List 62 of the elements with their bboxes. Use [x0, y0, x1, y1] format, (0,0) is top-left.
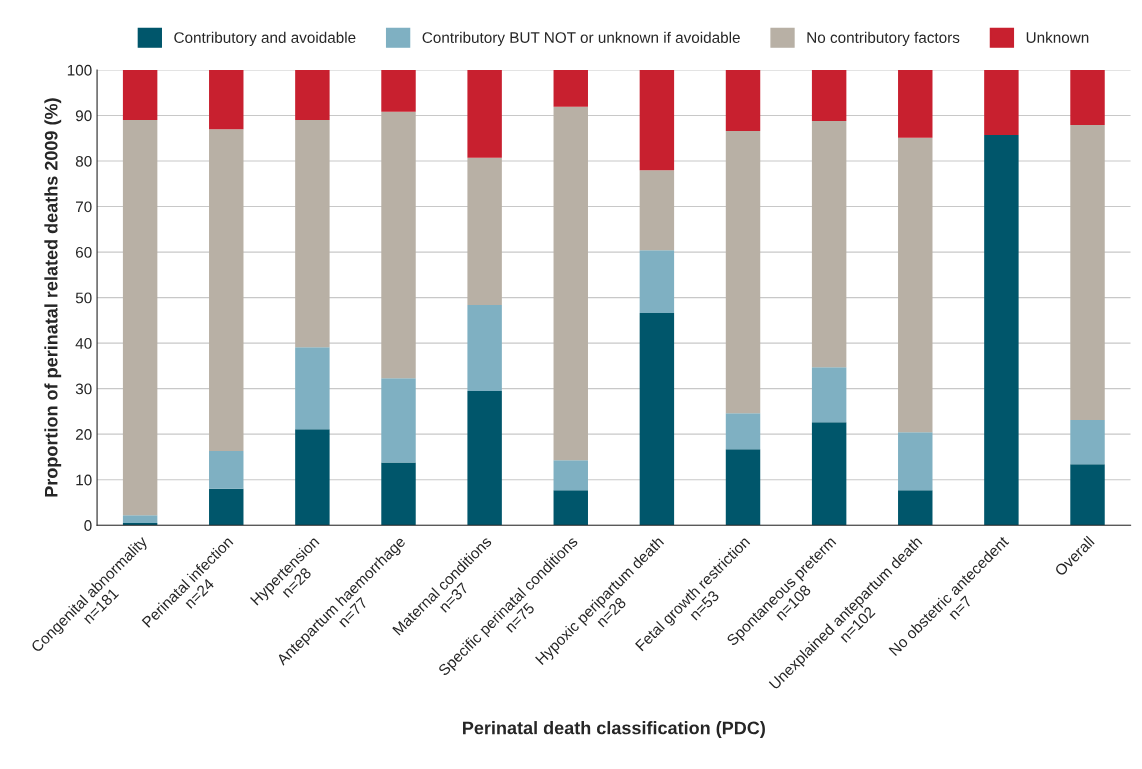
bar — [811, 367, 847, 423]
bar — [553, 490, 588, 526]
y-tick-label: 100 — [67, 64, 92, 76]
y-tick-label: 30 — [75, 383, 92, 395]
bar — [1070, 125, 1105, 421]
y-tick-label: 50 — [75, 292, 92, 304]
bar — [467, 69, 502, 158]
bar — [209, 129, 244, 452]
y-tick-label: 90 — [75, 110, 92, 122]
y-axis-title: Proportion of perinatal related deaths 2009 (%) — [44, 98, 62, 497]
bar — [553, 106, 588, 461]
bar — [122, 515, 158, 523]
bar — [295, 120, 330, 348]
y-tick-label: 0 — [84, 520, 92, 531]
bar — [381, 378, 416, 463]
bar — [811, 120, 847, 368]
y-tick-label: 70 — [76, 201, 92, 213]
bar — [381, 462, 416, 526]
legend-label: Contributory and avoidable — [174, 31, 356, 47]
bar — [381, 69, 416, 112]
bar — [553, 69, 588, 107]
bar — [725, 130, 761, 414]
bar — [1070, 69, 1105, 126]
x-axis-title: Perinatal death classification (PDC) — [463, 721, 765, 738]
bar — [898, 490, 933, 526]
bar — [639, 250, 675, 314]
bar — [467, 157, 502, 305]
bar — [811, 422, 847, 526]
y-tick-label: 60 — [75, 246, 92, 258]
bar — [467, 390, 502, 526]
bar — [122, 120, 158, 516]
bar — [984, 135, 1019, 526]
bar — [898, 432, 933, 491]
bar — [553, 460, 588, 491]
bar — [984, 69, 1019, 136]
y-tick-label: 40 — [75, 338, 92, 349]
bar — [639, 69, 675, 171]
bar — [122, 69, 158, 121]
bar — [898, 69, 933, 138]
bar — [725, 413, 761, 450]
bar — [639, 313, 675, 526]
bar — [811, 69, 847, 121]
bar — [467, 304, 502, 391]
y-tick-label: 80 — [75, 155, 92, 167]
legend-label: Unknown — [1026, 31, 1089, 43]
bar — [209, 451, 244, 489]
bar — [725, 449, 761, 526]
bar — [381, 111, 416, 379]
bar — [1070, 464, 1105, 526]
legend-label: No contributory factors — [807, 31, 960, 47]
bar — [295, 69, 330, 121]
y-tick-label: 20 — [75, 429, 92, 440]
bar — [209, 69, 244, 130]
bar — [1070, 420, 1105, 465]
bar — [209, 488, 244, 526]
bar — [898, 137, 933, 433]
bar — [725, 69, 761, 131]
y-tick-label: 10 — [76, 474, 92, 486]
bar — [295, 347, 330, 430]
legend-label: Contributory BUT NOT or unknown if avoidable — [422, 31, 740, 47]
bar — [295, 429, 330, 526]
bar — [639, 170, 675, 251]
